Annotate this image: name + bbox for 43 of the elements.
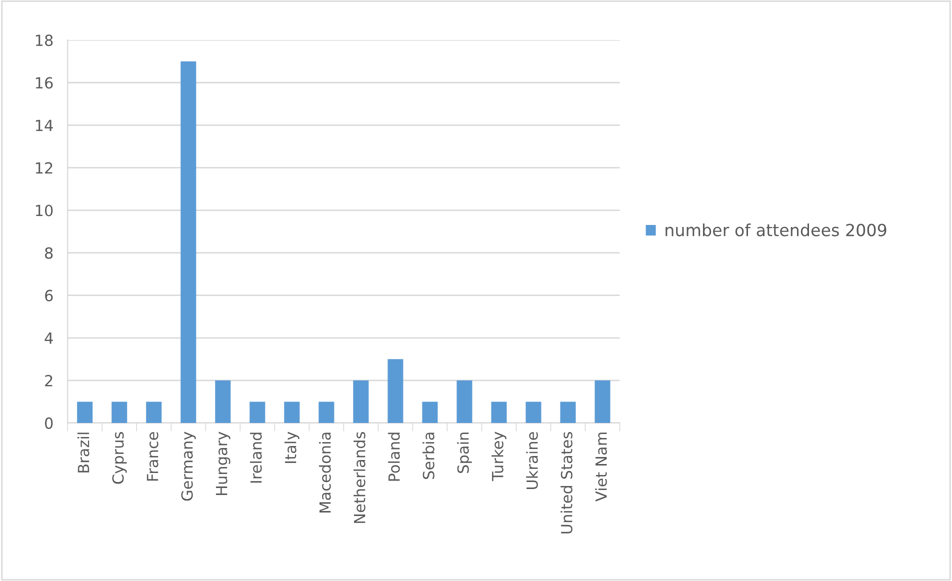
x-tick-label: Poland bbox=[388, 432, 400, 481]
x-tick-label: Ukraine bbox=[526, 432, 538, 489]
x-tick-label: United States bbox=[560, 432, 572, 534]
x-tick-label: Hungary bbox=[216, 432, 230, 496]
x-tick-label: Turkey bbox=[492, 432, 506, 482]
bar bbox=[422, 402, 438, 423]
bar bbox=[594, 380, 610, 423]
x-tick-label: Macedonia bbox=[319, 432, 331, 512]
bar bbox=[250, 402, 266, 423]
y-tick-label: 0 bbox=[44, 417, 53, 429]
bar bbox=[353, 380, 369, 423]
legend-label: number of attendees 2009 bbox=[666, 223, 886, 236]
x-tick-label: France bbox=[146, 432, 158, 481]
bar bbox=[388, 359, 404, 423]
y-tick-label: 10 bbox=[36, 204, 53, 216]
y-tick-label: 6 bbox=[45, 290, 53, 302]
y-tick-label: 18 bbox=[36, 34, 53, 46]
y-tick-label: 14 bbox=[36, 120, 53, 131]
bar bbox=[77, 402, 93, 423]
x-tick-label: Brazil bbox=[77, 432, 90, 472]
y-tick-label: 2 bbox=[45, 374, 52, 386]
bar bbox=[215, 380, 231, 423]
x-tick-label: Cyprus bbox=[112, 432, 127, 484]
y-tick-label: 16 bbox=[36, 77, 53, 89]
x-tick-label: Ireland bbox=[250, 432, 262, 483]
x-tick-label: Netherlands bbox=[354, 432, 366, 523]
bar bbox=[284, 402, 300, 423]
bar bbox=[456, 380, 472, 423]
bar bbox=[146, 402, 162, 423]
bar bbox=[560, 402, 576, 423]
bar bbox=[526, 402, 542, 423]
x-tick-label: Spain bbox=[457, 432, 472, 473]
bar bbox=[318, 402, 334, 423]
y-tick-label: 12 bbox=[36, 162, 52, 174]
bar bbox=[180, 61, 196, 423]
x-tick-label: Germany bbox=[181, 432, 196, 501]
bar bbox=[112, 402, 128, 423]
x-tick-label: Serbia bbox=[422, 432, 434, 479]
y-tick-label: 8 bbox=[45, 247, 53, 259]
bar bbox=[491, 402, 507, 423]
x-tick-label: Viet Nam bbox=[595, 432, 607, 502]
y-tick-label: 4 bbox=[44, 332, 53, 344]
x-tick-label: Italy bbox=[284, 432, 300, 463]
